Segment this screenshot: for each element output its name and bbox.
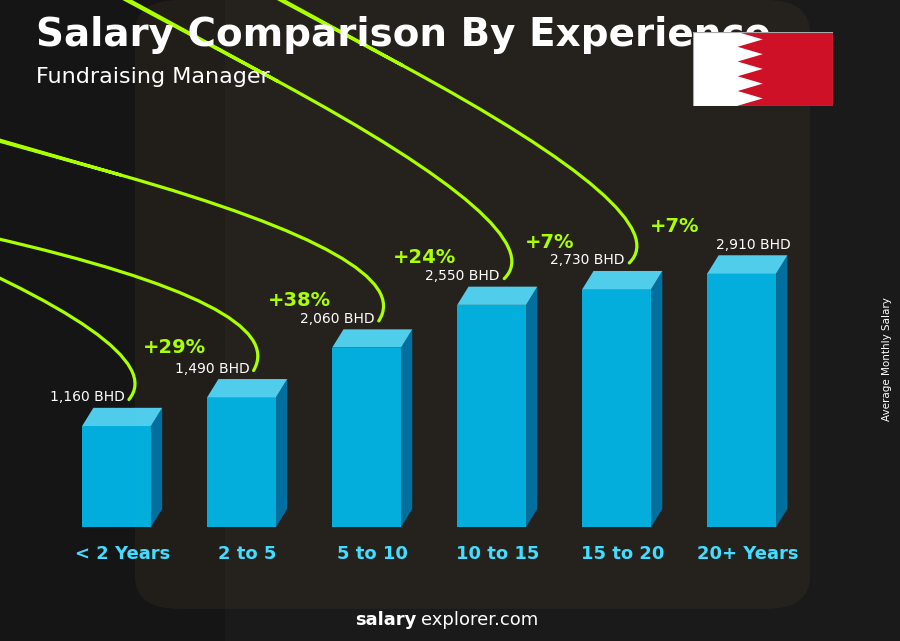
Polygon shape — [582, 271, 662, 289]
Polygon shape — [151, 408, 162, 527]
Text: 2,550 BHD: 2,550 BHD — [425, 269, 500, 283]
Polygon shape — [457, 305, 526, 527]
Bar — [0, 0, 225, 641]
Polygon shape — [738, 47, 763, 62]
Polygon shape — [738, 76, 763, 91]
Polygon shape — [707, 255, 788, 274]
Polygon shape — [207, 397, 276, 527]
Text: 2 to 5: 2 to 5 — [218, 545, 276, 563]
Text: +38%: +38% — [268, 291, 331, 310]
Text: 10 to 15: 10 to 15 — [455, 545, 539, 563]
Polygon shape — [276, 379, 287, 527]
Text: 2,910 BHD: 2,910 BHD — [716, 238, 791, 252]
Text: 15 to 20: 15 to 20 — [580, 545, 664, 563]
Polygon shape — [707, 274, 776, 527]
Polygon shape — [738, 91, 763, 106]
Text: explorer.com: explorer.com — [421, 612, 538, 629]
Text: +7%: +7% — [650, 217, 699, 236]
Polygon shape — [332, 329, 412, 347]
Text: 1,160 BHD: 1,160 BHD — [50, 390, 124, 404]
Text: Average Monthly Salary: Average Monthly Salary — [881, 297, 892, 421]
Polygon shape — [738, 62, 763, 76]
Text: < 2 Years: < 2 Years — [75, 545, 170, 563]
Polygon shape — [332, 347, 401, 527]
Bar — [693, 32, 738, 106]
Polygon shape — [82, 408, 162, 426]
Polygon shape — [526, 287, 537, 527]
Text: 2,730 BHD: 2,730 BHD — [550, 253, 625, 267]
Text: 2,060 BHD: 2,060 BHD — [300, 312, 374, 326]
Text: +24%: +24% — [393, 249, 456, 267]
Polygon shape — [738, 32, 763, 47]
Polygon shape — [401, 329, 412, 527]
Bar — [738, 32, 833, 106]
Polygon shape — [457, 287, 537, 305]
Text: +29%: +29% — [143, 338, 206, 357]
Text: 20+ Years: 20+ Years — [697, 545, 798, 563]
Text: 5 to 10: 5 to 10 — [337, 545, 408, 563]
Polygon shape — [651, 271, 662, 527]
Polygon shape — [207, 379, 287, 397]
Text: +7%: +7% — [525, 233, 574, 252]
Text: salary: salary — [356, 612, 417, 629]
Text: Fundraising Manager: Fundraising Manager — [36, 67, 270, 87]
Polygon shape — [82, 426, 151, 527]
Polygon shape — [776, 255, 788, 527]
Polygon shape — [582, 289, 651, 527]
FancyBboxPatch shape — [135, 0, 810, 609]
Text: Salary Comparison By Experience: Salary Comparison By Experience — [36, 16, 770, 54]
Text: 1,490 BHD: 1,490 BHD — [175, 362, 249, 376]
